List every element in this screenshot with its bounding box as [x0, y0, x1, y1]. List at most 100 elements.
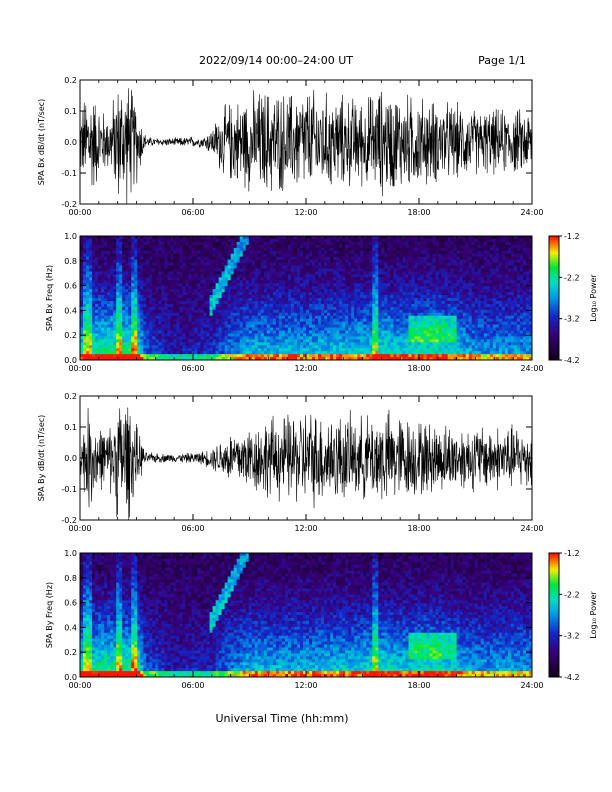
spectrogram-cell: [281, 345, 286, 349]
spectrogram-cell: [146, 330, 150, 334]
spectrogram-cell: [116, 345, 120, 349]
spectrogram-cell: [284, 318, 289, 323]
spectrogram-cell: [221, 280, 226, 284]
spectrogram-cell: [369, 265, 373, 269]
spectrogram-cell: [351, 247, 355, 252]
spectrogram-cell: [345, 256, 349, 261]
spectrogram-cell: [354, 259, 358, 263]
spectrogram-cell: [194, 318, 198, 323]
spectrogram-cell: [131, 306, 135, 311]
spectrogram-cell: [239, 324, 244, 328]
spectrogram-cell: [218, 280, 223, 284]
spectrogram-cell: [239, 327, 244, 331]
spectrogram-cell: [342, 303, 346, 308]
spectrogram-cell: [281, 238, 286, 243]
spectrogram-cell: [290, 253, 295, 258]
spectrogram-cell: [191, 262, 195, 266]
spectrogram-cell: [251, 321, 256, 325]
spectrogram-cell: [122, 262, 126, 266]
spectrogram-cell: [296, 339, 301, 343]
spectrogram-cell: [140, 318, 144, 323]
spectrogram-cell: [236, 339, 241, 343]
spectrogram-cell: [309, 271, 313, 275]
spectrogram-cell: [390, 283, 394, 287]
spectrogram-cell: [426, 315, 430, 320]
spectrogram-cell: [80, 300, 84, 305]
spectrogram-cell: [206, 298, 210, 302]
spectrogram-cell: [354, 324, 358, 328]
spectrogram-cell: [101, 303, 105, 308]
spectrogram-cell: [236, 321, 241, 325]
spectrogram-cell: [158, 274, 162, 278]
spectrogram-cell: [134, 250, 138, 255]
spectrogram-cell: [224, 256, 229, 261]
spectrogram-cell: [260, 277, 265, 281]
spectrogram-cell: [417, 327, 421, 331]
spectrogram-cell: [194, 312, 198, 317]
spectrogram-cell: [266, 262, 271, 266]
spectrogram-cell: [290, 333, 295, 337]
spectrogram-cell: [257, 318, 262, 323]
spectrogram-cell: [119, 238, 123, 243]
spectrogram-cell: [122, 327, 126, 331]
spectrogram-cell: [113, 236, 117, 240]
spectrogram-cell: [399, 265, 403, 269]
spectrogram-cell: [107, 324, 111, 328]
spectrogram-cell: [411, 289, 415, 293]
spectrogram-cell: [149, 306, 153, 311]
spectrogram-cell: [366, 342, 370, 346]
spectrogram-cell: [299, 318, 304, 323]
spectrogram-cell: [354, 318, 358, 323]
spectrogram-cell: [357, 268, 361, 272]
spectrogram-cell: [260, 280, 265, 284]
spectrogram-cell: [369, 247, 373, 252]
spectrogram-cell: [245, 348, 250, 352]
spectrogram-cell: [281, 333, 286, 337]
spectrogram-cell: [296, 250, 301, 255]
spectrogram-cell: [375, 318, 379, 323]
spectrogram-cell: [411, 247, 415, 252]
spectrogram-cell: [351, 321, 355, 325]
spectrogram-cell: [83, 236, 87, 240]
spectrogram-cell: [345, 333, 349, 337]
spectrogram-cell: [263, 236, 268, 240]
spectrogram-cell: [191, 253, 195, 258]
spectrogram-cell: [330, 342, 334, 346]
spectrogram-cell: [89, 327, 93, 331]
spectrogram-cell: [417, 306, 421, 311]
spectrogram-cell: [131, 354, 135, 358]
spectrogram-cell: [284, 271, 289, 275]
spectrogram-cell: [131, 289, 135, 293]
spectrogram-cell: [324, 256, 328, 261]
spectrogram-cell: [287, 289, 292, 293]
spectrogram-cell: [83, 315, 87, 320]
spectrogram-cell: [125, 268, 129, 272]
spectrogram-cell: [230, 298, 235, 302]
spectrogram-cell: [194, 265, 198, 269]
spectrogram-cell: [80, 336, 84, 340]
spectrogram-cell: [339, 244, 343, 249]
spectrogram-cell: [327, 345, 331, 349]
spectrogram-cell: [417, 286, 421, 290]
spectrogram-cell: [254, 354, 259, 358]
spectrogram-cell: [357, 300, 361, 305]
spectrogram-cell: [251, 274, 256, 278]
spectrogram-cell: [212, 265, 216, 269]
spectrogram-cell: [426, 321, 430, 325]
spectrogram-cell: [357, 348, 361, 352]
spectrogram-cell: [173, 268, 177, 272]
spectrogram-cell: [92, 342, 96, 346]
spectrogram-cell: [233, 339, 238, 343]
spectrogram-cell: [363, 295, 367, 299]
spectrogram-cell: [215, 321, 220, 325]
spectrogram-cell: [206, 345, 210, 349]
spectrogram-cell: [221, 336, 226, 340]
spectrogram-cell: [275, 339, 280, 343]
spectrogram-cell: [260, 309, 265, 314]
spectrogram-cell: [420, 256, 424, 261]
spectrogram-cell: [215, 289, 220, 293]
spectrogram-cell: [209, 351, 213, 355]
spectrogram-cell: [116, 247, 120, 252]
spectrogram-cell: [164, 262, 168, 266]
spectrogram-cell: [366, 283, 370, 287]
